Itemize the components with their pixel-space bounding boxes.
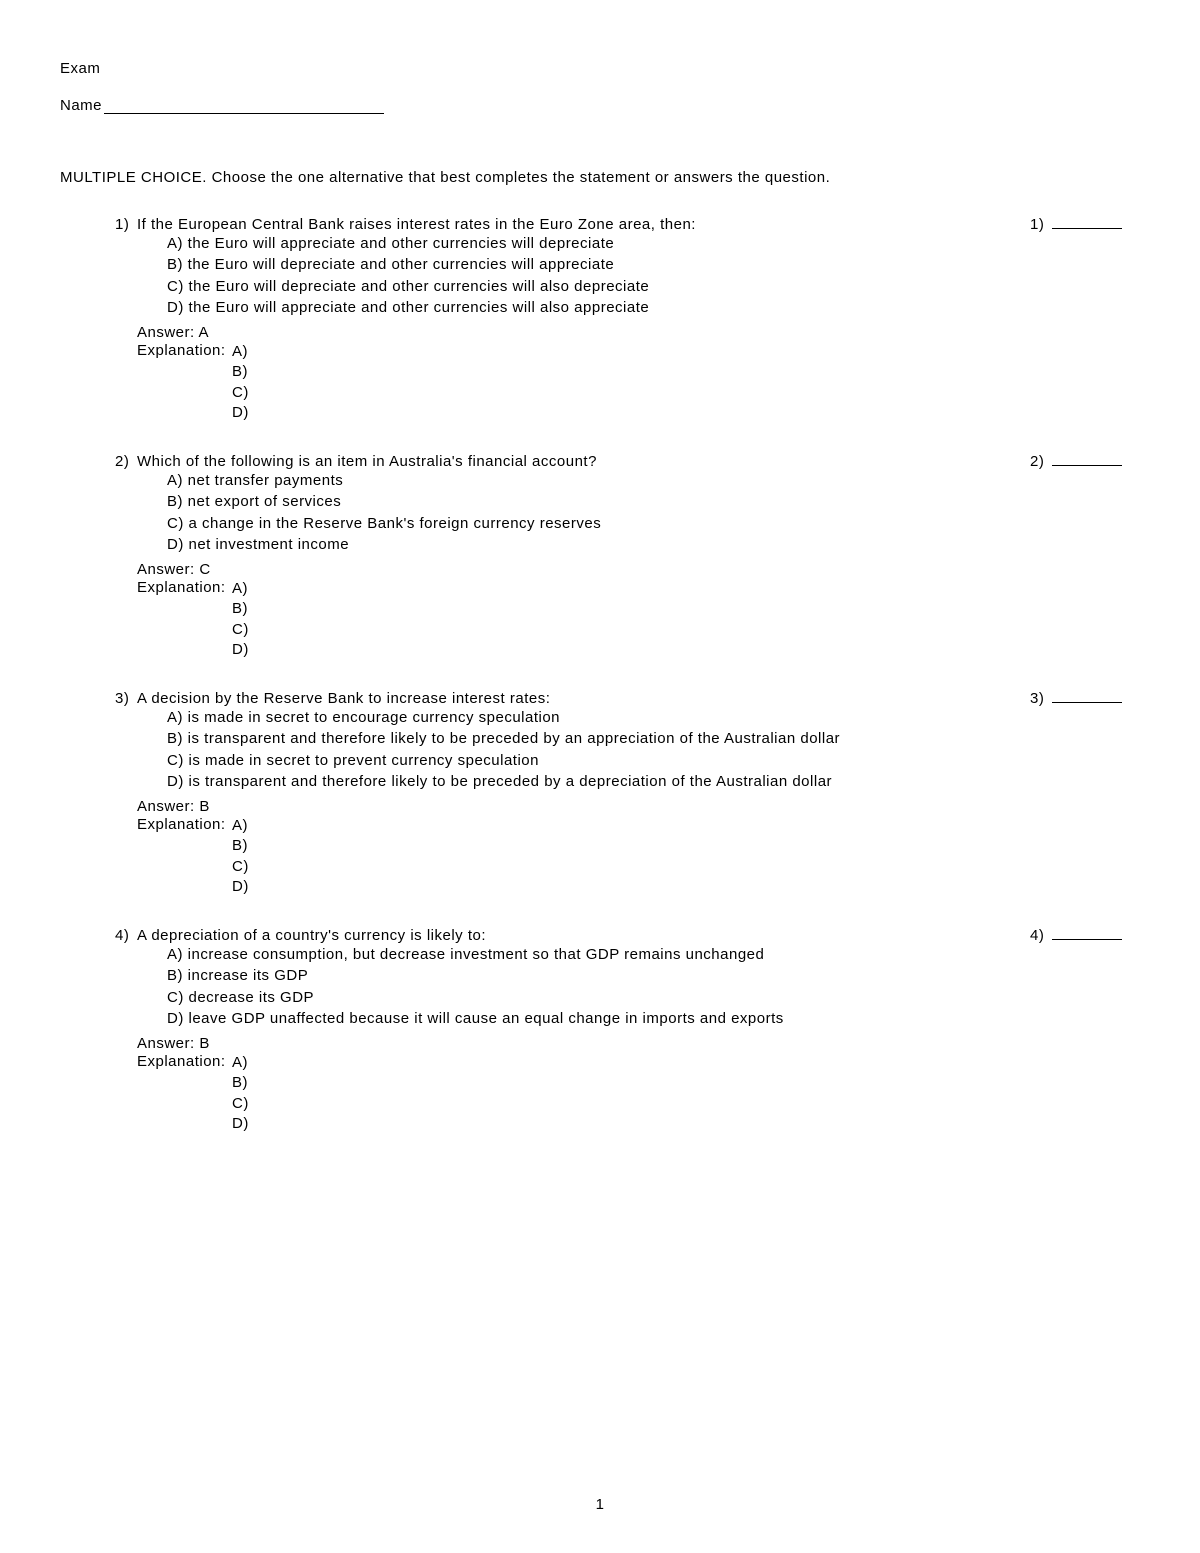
answer-blank-line — [1052, 690, 1122, 703]
answer-blank-box: 3) — [1030, 690, 1140, 707]
option-b: B) the Euro will depreciate and other cu… — [167, 255, 1030, 275]
option-b: B) increase its GDP — [167, 966, 1030, 986]
option-d: D) is transparent and therefore likely t… — [167, 772, 1030, 792]
explanation-options: A) B) C) D) — [232, 579, 249, 660]
question-main: 1) If the European Central Bank raises i… — [115, 216, 1030, 423]
question-stem: A decision by the Reserve Bank to increa… — [137, 690, 1030, 707]
answer-blank-line — [1052, 453, 1122, 466]
answer-row: Answer: B — [115, 798, 1030, 815]
answer-number-label: 2) — [1030, 453, 1044, 470]
question-main: 3) A decision by the Reserve Bank to inc… — [115, 690, 1030, 897]
expl-opt-a: A) — [232, 579, 249, 599]
options-list: A) increase consumption, but decrease in… — [115, 945, 1030, 1029]
question-stem-row: 3) A decision by the Reserve Bank to inc… — [115, 690, 1030, 707]
explanation-label: Explanation: — [137, 342, 232, 359]
question-number: 4) — [115, 927, 137, 944]
explanation-options: A) B) C) D) — [232, 1053, 249, 1134]
question-main: 4) A depreciation of a country's currenc… — [115, 927, 1030, 1134]
explanation-label: Explanation: — [137, 1053, 232, 1070]
expl-opt-a: A) — [232, 1053, 249, 1073]
exam-page: Exam Name MULTIPLE CHOICE. Choose the on… — [0, 0, 1200, 1553]
expl-opt-c: C) — [232, 857, 249, 877]
option-c: C) the Euro will depreciate and other cu… — [167, 277, 1030, 297]
explanation-row: Explanation: A) B) C) D) — [115, 342, 1030, 423]
option-c: C) decrease its GDP — [167, 988, 1030, 1008]
answer-row: Answer: B — [115, 1035, 1030, 1052]
exam-label: Exam — [60, 60, 1140, 77]
explanation-row: Explanation: A) B) C) D) — [115, 579, 1030, 660]
question-stem: If the European Central Bank raises inte… — [137, 216, 1030, 233]
question-number: 2) — [115, 453, 137, 470]
question-stem: A depreciation of a country's currency i… — [137, 927, 1030, 944]
option-a: A) net transfer payments — [167, 471, 1030, 491]
section-title: MULTIPLE CHOICE. Choose the one alternat… — [60, 169, 1140, 186]
expl-opt-d: D) — [232, 403, 249, 423]
answer-blank-box: 2) — [1030, 453, 1140, 470]
answer-blank-line — [1052, 927, 1122, 940]
expl-opt-b: B) — [232, 362, 249, 382]
answer-row: Answer: A — [115, 324, 1030, 341]
explanation-options: A) B) C) D) — [232, 342, 249, 423]
explanation-row: Explanation: A) B) C) D) — [115, 816, 1030, 897]
option-c: C) a change in the Reserve Bank's foreig… — [167, 514, 1030, 534]
option-a: A) increase consumption, but decrease in… — [167, 945, 1030, 965]
expl-opt-d: D) — [232, 877, 249, 897]
options-list: A) net transfer payments B) net export o… — [115, 471, 1030, 555]
answer-blank-line — [1052, 216, 1122, 229]
question-stem-row: 4) A depreciation of a country's currenc… — [115, 927, 1030, 944]
answer-blank-box: 1) — [1030, 216, 1140, 233]
option-a: A) the Euro will appreciate and other cu… — [167, 234, 1030, 254]
answer-number-label: 4) — [1030, 927, 1044, 944]
expl-opt-b: B) — [232, 1073, 249, 1093]
answer-row: Answer: C — [115, 561, 1030, 578]
option-b: B) net export of services — [167, 492, 1030, 512]
expl-opt-a: A) — [232, 342, 249, 362]
options-list: A) is made in secret to encourage curren… — [115, 708, 1030, 792]
question-block: 4) A depreciation of a country's currenc… — [60, 927, 1140, 1134]
question-stem: Which of the following is an item in Aus… — [137, 453, 1030, 470]
expl-opt-c: C) — [232, 383, 249, 403]
explanation-options: A) B) C) D) — [232, 816, 249, 897]
option-d: D) leave GDP unaffected because it will … — [167, 1009, 1030, 1029]
question-stem-row: 1) If the European Central Bank raises i… — [115, 216, 1030, 233]
expl-opt-c: C) — [232, 620, 249, 640]
expl-opt-d: D) — [232, 640, 249, 660]
page-number: 1 — [596, 1496, 605, 1513]
name-row: Name — [60, 97, 1140, 114]
question-stem-row: 2) Which of the following is an item in … — [115, 453, 1030, 470]
option-d: D) the Euro will appreciate and other cu… — [167, 298, 1030, 318]
expl-opt-b: B) — [232, 599, 249, 619]
answer-number-label: 3) — [1030, 690, 1044, 707]
explanation-label: Explanation: — [137, 816, 232, 833]
option-b: B) is transparent and therefore likely t… — [167, 729, 1030, 749]
name-label: Name — [60, 97, 102, 114]
option-d: D) net investment income — [167, 535, 1030, 555]
options-list: A) the Euro will appreciate and other cu… — [115, 234, 1030, 318]
expl-opt-c: C) — [232, 1094, 249, 1114]
answer-number-label: 1) — [1030, 216, 1044, 233]
question-number: 3) — [115, 690, 137, 707]
expl-opt-a: A) — [232, 816, 249, 836]
question-number: 1) — [115, 216, 137, 233]
option-a: A) is made in secret to encourage curren… — [167, 708, 1030, 728]
question-block: 3) A decision by the Reserve Bank to inc… — [60, 690, 1140, 897]
option-c: C) is made in secret to prevent currency… — [167, 751, 1030, 771]
question-block: 1) If the European Central Bank raises i… — [60, 216, 1140, 423]
answer-blank-box: 4) — [1030, 927, 1140, 944]
expl-opt-b: B) — [232, 836, 249, 856]
explanation-label: Explanation: — [137, 579, 232, 596]
question-main: 2) Which of the following is an item in … — [115, 453, 1030, 660]
question-block: 2) Which of the following is an item in … — [60, 453, 1140, 660]
explanation-row: Explanation: A) B) C) D) — [115, 1053, 1030, 1134]
expl-opt-d: D) — [232, 1114, 249, 1134]
name-blank-line — [104, 99, 384, 114]
